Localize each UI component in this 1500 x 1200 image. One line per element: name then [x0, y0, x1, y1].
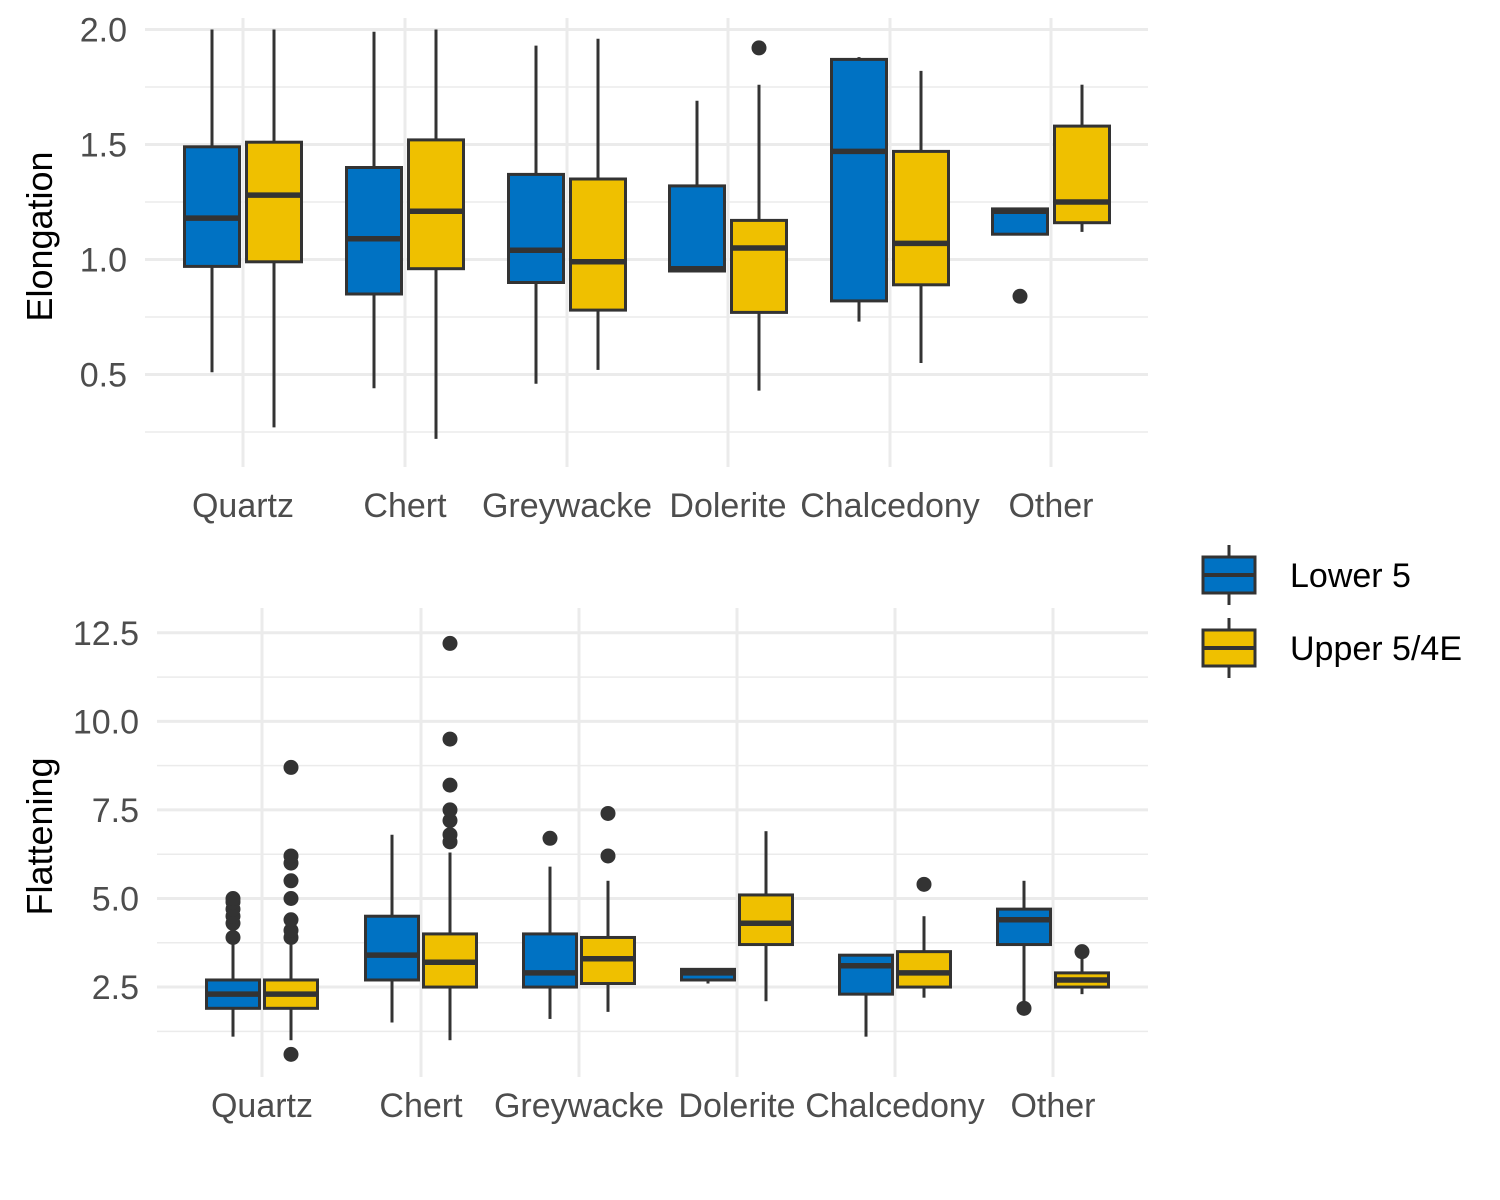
- box: [896, 950, 952, 989]
- outlier-point: [442, 813, 458, 829]
- legend: Lower 5 Upper 5/4E: [1201, 545, 1462, 678]
- outlier-point: [442, 802, 458, 818]
- box: [245, 140, 303, 264]
- y-tick-label: 2.5: [92, 969, 139, 1007]
- x-tick-label: Chalcedony: [805, 1087, 985, 1125]
- outlier-point: [442, 827, 458, 843]
- x-tick-label: Dolerite: [669, 487, 786, 525]
- elongation-panel: 0.5 1.0 1.5 2.0 Quartz Chert Greywacke Dolerite…: [19, 12, 1148, 525]
- x-tick-label: Quartz: [192, 487, 294, 525]
- outlier-point: [916, 876, 932, 892]
- box: [738, 893, 794, 947]
- x-tick-label: Chert: [363, 487, 447, 525]
- y-tick-label: 0.5: [80, 357, 127, 395]
- flattening-panel: 2.5 5.0 7.5 10.0 12.5 Quartz Chert Greywacke Dol…: [19, 608, 1148, 1125]
- outlier-point: [225, 890, 241, 906]
- outlier-point: [283, 848, 299, 864]
- x-tick-label: Quartz: [211, 1087, 313, 1125]
- box: [996, 907, 1052, 947]
- outlier-point: [283, 912, 299, 928]
- y-tick-label: 2.0: [80, 12, 127, 50]
- box: [838, 953, 894, 996]
- box: [668, 184, 726, 273]
- y-tick-label: 1.5: [80, 127, 127, 165]
- y-axis-title: Flattening: [19, 757, 60, 915]
- outlier-point: [283, 890, 299, 906]
- outlier-point: [542, 830, 558, 846]
- box: [183, 145, 241, 268]
- outlier-point: [283, 1046, 299, 1062]
- outlier-point: [751, 40, 767, 56]
- outlier-point: [442, 635, 458, 651]
- box: [892, 149, 950, 287]
- y-tick-label: 7.5: [92, 792, 139, 830]
- x-tick-label: Chalcedony: [800, 487, 980, 525]
- box: [364, 914, 420, 982]
- outlier-point: [225, 929, 241, 945]
- outlier-point: [283, 922, 299, 938]
- x-tick-label: Other: [1010, 1087, 1095, 1125]
- box: [507, 172, 565, 284]
- x-tick-label: Greywacke: [482, 487, 652, 525]
- box: [522, 932, 578, 989]
- x-tick-label: Other: [1008, 487, 1093, 525]
- outlier-point: [442, 777, 458, 793]
- outlier-point: [1016, 1000, 1032, 1016]
- y-tick-label: 1.0: [80, 242, 127, 280]
- outlier-point: [600, 805, 616, 821]
- box: [830, 57, 888, 303]
- legend-label: Lower 5: [1290, 557, 1411, 595]
- box: [1053, 124, 1111, 225]
- y-tick-label: 12.5: [73, 615, 139, 653]
- outlier-point: [1012, 288, 1028, 304]
- box: [730, 218, 788, 314]
- y-axis-title: Elongation: [19, 151, 60, 321]
- y-tick-label: 5.0: [92, 880, 139, 918]
- outlier-point: [283, 873, 299, 889]
- x-tick-label: Dolerite: [678, 1087, 795, 1125]
- legend-label: Upper 5/4E: [1290, 630, 1462, 668]
- outlier-point: [283, 759, 299, 775]
- outlier-point: [1074, 944, 1090, 960]
- box: [345, 166, 403, 296]
- outlier-point: [442, 731, 458, 747]
- x-tick-label: Greywacke: [494, 1087, 664, 1125]
- y-tick-label: 10.0: [73, 703, 139, 741]
- box: [569, 177, 627, 312]
- x-tick-label: Chert: [379, 1087, 463, 1125]
- box: [407, 138, 465, 271]
- outlier-point: [600, 848, 616, 864]
